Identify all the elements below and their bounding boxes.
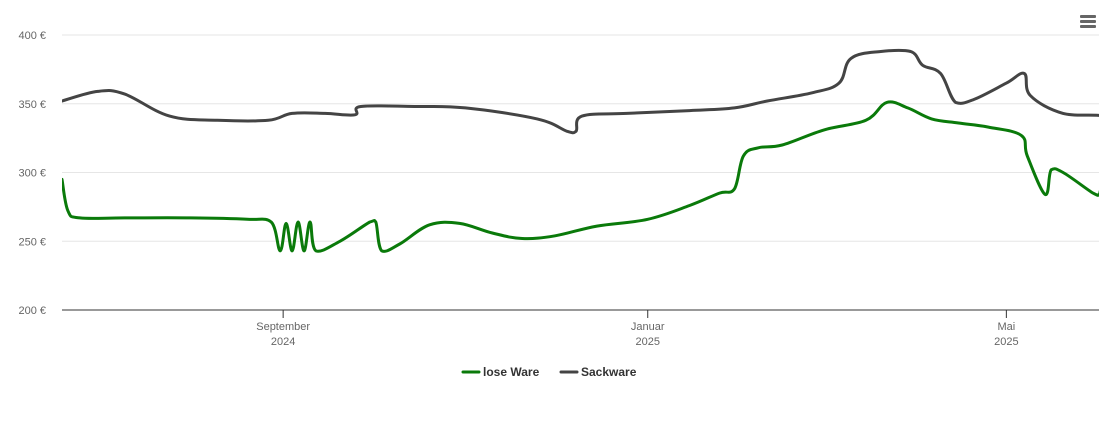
legend[interactable]: lose Ware Sackware (461, 365, 637, 379)
hamburger-menu-icon (1080, 15, 1096, 28)
legend-item-lose-ware[interactable]: lose Ware (461, 365, 540, 379)
y-tick-label: 400 € (18, 30, 46, 42)
x-tick-label: Mai (997, 321, 1015, 333)
y-tick-label: 350 € (18, 99, 46, 111)
series-line-lose-ware[interactable] (62, 100, 1110, 253)
chart-menu-button[interactable] (1074, 8, 1102, 34)
x-tick-label: Januar (631, 321, 665, 333)
x-tick-label-year: 2025 (635, 336, 659, 348)
grid-lines (62, 34, 1099, 242)
y-tick-label: 200 € (18, 305, 46, 317)
y-tick-label: 300 € (18, 168, 46, 180)
x-tick-label: September (256, 321, 310, 333)
series-line-sackware[interactable] (62, 48, 1110, 139)
axes: 200 € 250 € 300 € 350 € 400 € September 2024 Ja… (18, 30, 1099, 348)
x-tick-label-year: 2024 (271, 336, 295, 348)
legend-item-sackware[interactable]: Sackware (559, 365, 637, 379)
series-lines (62, 48, 1110, 253)
x-tick-label-year: 2025 (994, 336, 1018, 348)
y-tick-label: 250 € (18, 236, 46, 248)
legend-label: Sackware (581, 365, 637, 379)
legend-label: lose Ware (483, 365, 540, 379)
